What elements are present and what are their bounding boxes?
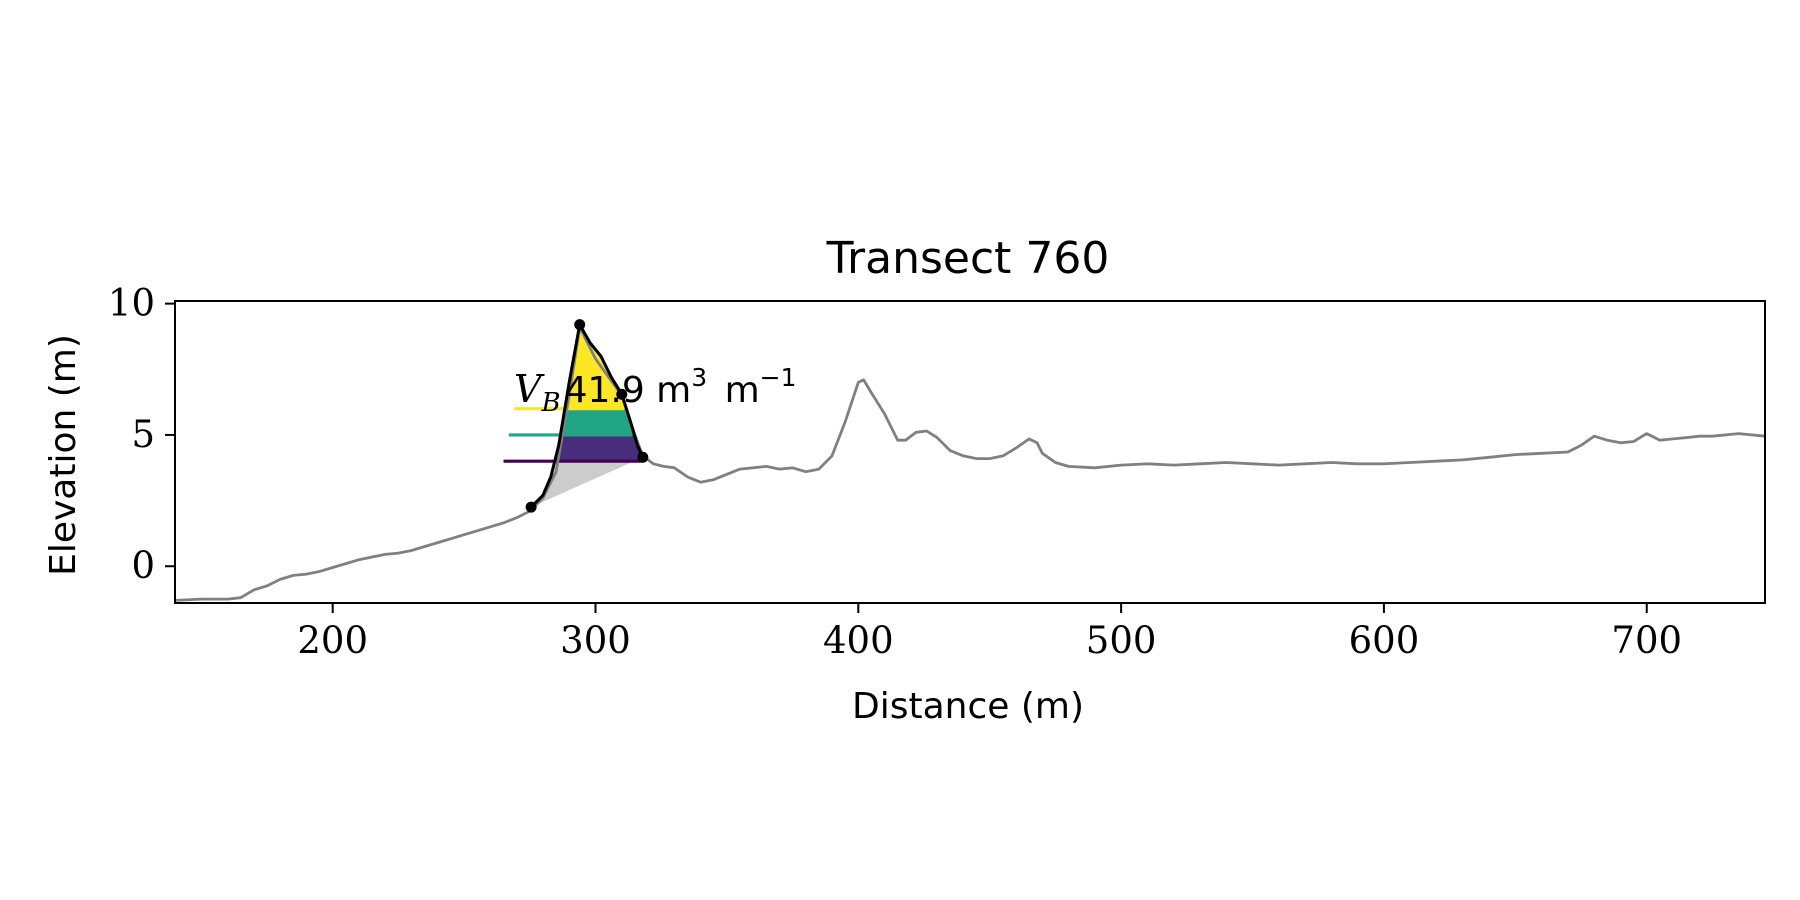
dune-point-2	[616, 388, 628, 400]
dune-point-3	[637, 451, 649, 463]
volume-value: 41.9 m	[565, 370, 692, 411]
dune-outline	[530, 323, 645, 509]
x-tick-label-400: 400	[823, 619, 894, 662]
y-tick-label-5: 5	[131, 413, 155, 456]
plot-frame	[174, 300, 1766, 604]
y-tick-label-0: 0	[131, 544, 155, 587]
x-tick-label-700: 700	[1611, 619, 1682, 662]
profile-line	[175, 325, 1765, 602]
dune-point-0	[525, 501, 537, 513]
dune-band-yellow	[531, 324, 643, 409]
x-tick-label-200: 200	[297, 619, 368, 662]
volume-annotation: VB 41.9 m3 m−1	[514, 363, 797, 418]
dune-band-teal	[531, 408, 643, 435]
dune-point-1	[574, 319, 586, 331]
unit-superscript-3: 3	[691, 363, 707, 392]
x-axis: 200 300 400 500 600 700	[297, 603, 1682, 662]
plot-area	[175, 319, 1765, 602]
y-axis-label: Elevation (m)	[43, 334, 84, 576]
x-axis-label: Distance (m)	[852, 686, 1084, 727]
plot-content	[175, 319, 1765, 602]
x-tick-label-300: 300	[560, 619, 631, 662]
dune-bands	[531, 324, 643, 462]
unit-superscript-minus-1: −1	[760, 363, 797, 392]
volume-subscript: B	[540, 388, 560, 418]
y-axis: 0 5 10	[108, 282, 175, 587]
x-tick-label-600: 600	[1349, 619, 1420, 662]
x-tick-label-500: 500	[1086, 619, 1157, 662]
volume-symbol: V	[514, 367, 545, 411]
chart-title: Transect 760	[826, 233, 1110, 284]
unit-per-meter: m	[713, 370, 760, 411]
y-tick-label-10: 10	[108, 282, 155, 325]
